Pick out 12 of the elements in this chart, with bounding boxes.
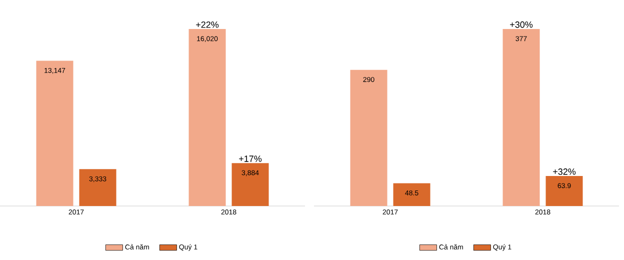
bar	[350, 70, 388, 206]
bar	[393, 183, 430, 206]
bar	[546, 176, 583, 206]
bar	[502, 29, 540, 206]
annotation: +22%	[196, 21, 219, 28]
annotation: +30%	[510, 21, 533, 28]
annotation: +17%	[239, 156, 262, 162]
bar	[79, 169, 116, 206]
bar	[36, 60, 74, 206]
bar	[188, 29, 226, 206]
annotation: +32%	[553, 168, 576, 175]
bar	[232, 163, 269, 206]
